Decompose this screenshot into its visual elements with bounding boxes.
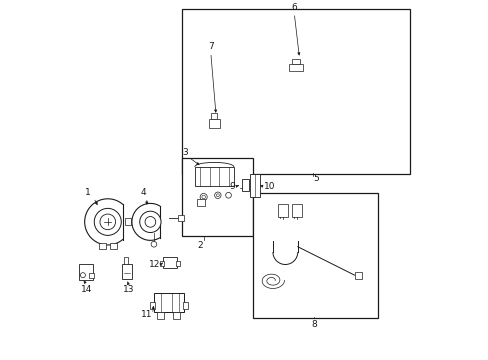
Bar xyxy=(123,257,128,264)
Text: 12: 12 xyxy=(148,260,160,269)
Text: 1: 1 xyxy=(85,188,91,197)
Text: 13: 13 xyxy=(122,285,134,294)
Text: 3: 3 xyxy=(182,148,188,157)
Bar xyxy=(79,265,93,280)
Circle shape xyxy=(94,208,121,235)
Text: 14: 14 xyxy=(81,285,92,294)
Bar xyxy=(183,302,187,309)
Bar xyxy=(253,193,377,318)
Circle shape xyxy=(202,195,205,199)
Bar xyxy=(157,312,163,319)
Circle shape xyxy=(225,192,231,198)
Bar xyxy=(150,302,154,309)
Circle shape xyxy=(140,211,161,233)
Bar xyxy=(182,158,253,236)
Circle shape xyxy=(100,214,115,230)
Bar xyxy=(211,113,217,119)
Circle shape xyxy=(145,217,155,227)
Bar xyxy=(182,9,409,174)
Bar xyxy=(292,204,302,217)
Bar xyxy=(176,261,180,266)
Text: 8: 8 xyxy=(310,320,316,329)
Circle shape xyxy=(214,192,221,198)
Bar xyxy=(124,218,131,225)
Bar xyxy=(173,312,180,319)
Bar xyxy=(177,216,184,221)
Text: 4: 4 xyxy=(140,188,146,197)
Text: 9: 9 xyxy=(229,182,235,191)
Bar xyxy=(354,271,361,279)
Bar xyxy=(89,273,93,278)
Bar xyxy=(163,257,177,268)
Bar xyxy=(99,243,106,248)
Bar xyxy=(291,59,300,64)
Bar xyxy=(122,264,132,279)
Bar xyxy=(241,179,249,191)
Bar xyxy=(208,119,219,128)
Bar xyxy=(249,174,259,197)
Bar xyxy=(154,293,184,312)
Circle shape xyxy=(216,194,219,197)
Bar xyxy=(278,204,287,217)
Text: 10: 10 xyxy=(264,182,275,191)
Text: 11: 11 xyxy=(141,310,152,319)
Text: 5: 5 xyxy=(313,174,319,183)
Circle shape xyxy=(80,273,85,278)
Bar xyxy=(160,261,163,266)
Text: 6: 6 xyxy=(291,3,297,12)
Circle shape xyxy=(151,242,157,247)
Bar xyxy=(196,199,205,206)
Circle shape xyxy=(200,193,207,201)
Bar xyxy=(288,64,303,71)
Text: 2: 2 xyxy=(197,241,203,250)
Bar xyxy=(194,167,233,186)
Text: 7: 7 xyxy=(207,42,213,51)
Bar xyxy=(109,243,117,248)
